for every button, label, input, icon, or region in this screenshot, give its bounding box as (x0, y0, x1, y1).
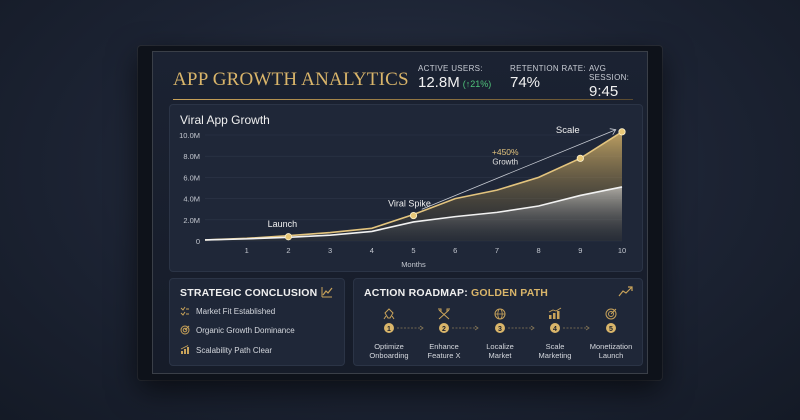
kpi-label: RETENTION RATE: (510, 64, 586, 73)
trend-arrow-icon (618, 286, 633, 297)
step-number: 1 (387, 326, 391, 333)
roadmap-panel: ACTION ROADMAP: GOLDEN PATH 1 Optimize O (353, 278, 643, 366)
step-number: 5 (609, 326, 613, 333)
tools-icon: 2 (438, 308, 450, 333)
x-tick-label: 3 (328, 246, 332, 255)
strategy-item: Organic Growth Dominance (180, 325, 295, 335)
step-label-line1: Monetization (589, 342, 633, 351)
rocket-icon: 1 (383, 308, 395, 333)
x-tick-label: 2 (286, 246, 290, 255)
dashboard-screen: APP GROWTH ANALYTICS ACTIVE USERS: 12.8M… (152, 51, 648, 374)
growth-chart: 0 2.0M 4.0M 6.0M 8.0M 10.0M 1 2 3 4 5 6 7 8 9 10 Months L… (179, 125, 626, 269)
y-tick-label: 10.0M (179, 131, 200, 140)
highlight-point (409, 211, 418, 220)
step-label: Scale Marketing (528, 342, 582, 360)
roadmap-step: 3 Localize Market (473, 307, 527, 360)
strategy-item: Scalability Path Clear (180, 345, 272, 355)
highlight-point (576, 154, 584, 162)
y-tick-label: 0 (196, 237, 200, 246)
step-label-line1: Localize (486, 342, 514, 351)
x-tick-label: 5 (411, 246, 415, 255)
step-label-line1: Scale (545, 342, 565, 351)
kpi-number: 12.8M (418, 74, 460, 91)
x-tick-label: 9 (578, 246, 582, 255)
strategy-title: STRATEGIC CONCLUSION (180, 287, 318, 299)
step-number: 3 (498, 326, 502, 333)
strategy-item-label: Scalability Path Clear (196, 345, 273, 355)
step-label-line1: Optimize (374, 342, 404, 351)
x-tick-label: 10 (618, 246, 626, 255)
roadmap-title-prefix: ACTION ROADMAP: (364, 287, 472, 299)
target-icon (180, 325, 190, 335)
x-axis-label: Months (401, 260, 426, 269)
step-label-line2: Marketing (538, 351, 572, 360)
annotation-launch: Launch (268, 219, 298, 229)
roadmap-step: 2 Enhance Feature X (417, 307, 471, 360)
app-title: APP GROWTH ANALYTICS (173, 69, 409, 90)
x-tick-label: 1 (245, 246, 249, 255)
kpi-value: 12.8M (↑21%) (418, 74, 491, 91)
strategy-item-label: Organic Growth Dominance (196, 325, 295, 335)
scale-arrowhead (609, 128, 617, 135)
kpi-value: 74% (510, 74, 541, 91)
series-area-white (205, 186, 622, 241)
step-number: 4 (553, 326, 557, 333)
kpi-active-users: ACTIVE USERS: 12.8M (↑21%) (418, 64, 491, 91)
checklist-icon (180, 306, 189, 316)
highlight-point (284, 233, 293, 241)
step-label-line2: Onboarding (369, 351, 409, 360)
step-label: Optimize Onboarding (362, 342, 416, 360)
x-tick-label: 4 (370, 246, 374, 255)
bar-growth-icon (180, 345, 189, 354)
x-tick-label: 7 (495, 246, 499, 255)
y-tick-label: 4.0M (183, 195, 200, 204)
step-label: Localize Market (473, 342, 527, 360)
y-tick-label: 8.0M (183, 152, 200, 161)
step-label-line1: Enhance (429, 342, 459, 351)
roadmap-connector (397, 325, 590, 331)
kpi-value: 9:45 (589, 83, 619, 100)
header: APP GROWTH ANALYTICS ACTIVE USERS: 12.8M… (173, 62, 633, 100)
strategy-panel: STRATEGIC CONCLUSION Market Fit Establis… (169, 278, 345, 366)
kpi-label: AVG SESSION: (589, 64, 630, 82)
roadmap-step: 5 Monetization Launch (584, 307, 638, 360)
money-target-icon: 5 (605, 308, 617, 333)
step-label-line2: Feature X (427, 351, 461, 360)
roadmap-title-highlight: GOLDEN PATH (471, 287, 549, 299)
trend-chart-icon (321, 287, 333, 298)
step-label: Enhance Feature X (417, 342, 471, 360)
kpi-avg-session: AVG SESSION: 9:45 (589, 64, 633, 100)
roadmap-title: ACTION ROADMAP: GOLDEN PATH (364, 287, 548, 299)
roadmap-step: 1 Optimize Onboarding (362, 307, 416, 360)
kpi-retention-rate: RETENTION RATE: 74% (510, 64, 586, 91)
globe-icon: 3 (494, 308, 506, 333)
kpi-label: ACTIVE USERS: (418, 64, 483, 73)
series-line-white (204, 186, 623, 241)
chart-title: Viral App Growth (180, 113, 270, 127)
strategy-item-label: Market Fit Established (196, 306, 276, 316)
step-label-line2: Launch (598, 351, 624, 360)
header-divider (173, 99, 633, 100)
chart-icon: 4 (548, 307, 562, 333)
x-tick-label: 6 (453, 246, 457, 255)
annotation-scale: Scale (556, 125, 580, 136)
x-tick-label: 8 (537, 246, 541, 255)
scale-arrow-line (421, 129, 616, 210)
annotation-growth-word: Growth (492, 158, 518, 167)
highlight-point (618, 128, 626, 136)
strategy-item: Market Fit Established (180, 306, 275, 316)
annotation-viral-spike: Viral Spike (388, 199, 431, 209)
chart-panel: 0 2.0M 4.0M 6.0M 8.0M 10.0M 1 2 3 4 5 6 7 8 9 10 Months L… (169, 104, 643, 272)
step-number: 2 (442, 326, 446, 333)
y-tick-label: 2.0M (183, 216, 200, 225)
roadmap-step: 4 Scale Marketing (528, 307, 582, 360)
annotation-growth-percent: +450% (492, 147, 519, 157)
y-tick-label: 6.0M (183, 173, 200, 182)
kpi-change: (↑21%) (462, 79, 492, 89)
step-label-line2: Market (488, 351, 512, 360)
step-label: Monetization Launch (584, 342, 638, 360)
